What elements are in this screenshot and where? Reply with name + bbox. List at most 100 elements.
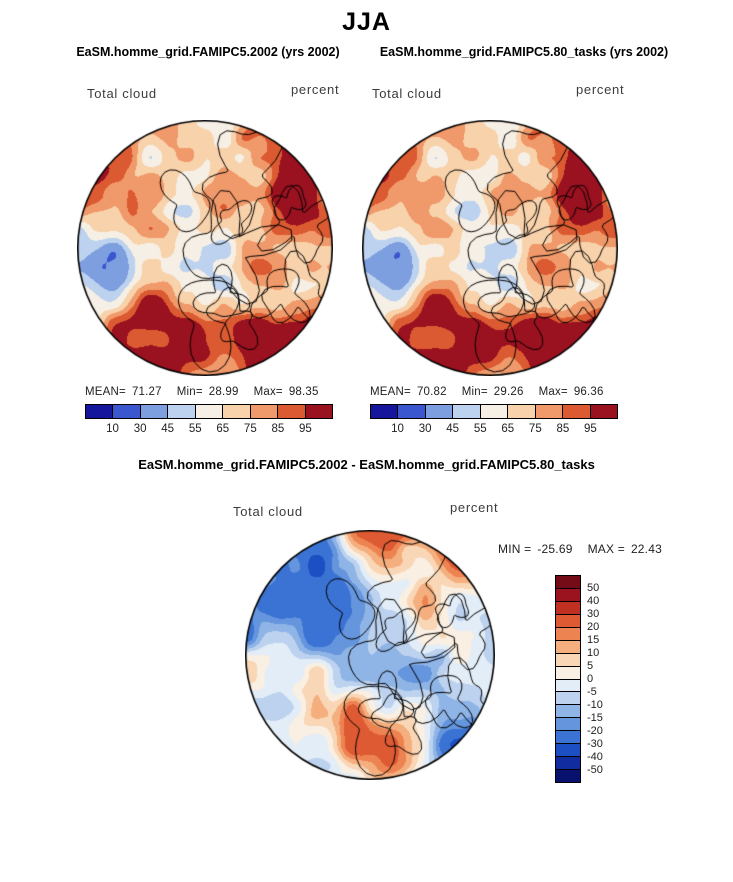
stat-mean-value: 71.27 (131, 386, 162, 398)
stat-max-label: Max= (538, 386, 568, 398)
colorbar-tick-labels: 10 30 45 55 65 75 85 95 (370, 423, 618, 437)
stats-line: MEAN= 71.27 Min= 28.99 Max= 98.35 (85, 386, 334, 398)
colorbar-tick-label: 30 (418, 423, 432, 435)
stat-min-label: Min= (461, 386, 488, 398)
colorbar-tick-label: 55 (188, 423, 202, 435)
colorbar-tick-label: 85 (271, 423, 285, 435)
colorbar-segment (250, 405, 279, 418)
panel-right-title: EaSM.homme_grid.FAMIPC5.80_tasks (yrs 20… (379, 45, 669, 59)
colorbar-tick-label: 10 (106, 423, 119, 435)
colorbar-tick-labels: 50 40 30 20 15 10 5 0 -5 -10 -15 -20 -30 -40 -50 (581, 575, 625, 783)
colorbar-segment (535, 405, 564, 418)
colorbar-tick-label: -10 (587, 699, 603, 711)
colorbar-segment (556, 640, 580, 654)
colorbar-tick-label: 85 (556, 423, 570, 435)
field-label: Total cloud (233, 504, 303, 519)
stat-min-value: 29.26 (493, 386, 524, 398)
colorbar-tick-labels: 10 30 45 55 65 75 85 95 (85, 423, 333, 437)
colorbar-tick-label: 50 (587, 582, 600, 594)
colorbar-tick-label: -30 (587, 738, 603, 750)
colorbar-tick-label: 20 (587, 621, 600, 633)
colorbar-segment (195, 405, 224, 418)
colorbar-segment (556, 770, 580, 782)
colorbar-horizontal (85, 404, 333, 419)
stat-mean-label: MEAN= (85, 386, 126, 398)
colorbar-tick-label: -40 (587, 751, 603, 763)
colorbar-tick-label: 75 (243, 423, 257, 435)
colorbar-segment (556, 653, 580, 667)
stat-min-value: 28.99 (208, 386, 239, 398)
colorbar-segment (86, 405, 114, 418)
colorbar-segment (508, 405, 536, 418)
colorbar-tick-label: -20 (587, 725, 603, 737)
diff-max-label: MAX = (587, 542, 625, 556)
stat-max-value: 96.36 (573, 386, 604, 398)
season-title: JJA (342, 8, 391, 36)
colorbar-segment (556, 718, 580, 732)
colorbar-segment (278, 405, 306, 418)
colorbar-tick-label: -5 (587, 686, 597, 698)
colorbar-segment (590, 405, 617, 418)
colorbar-tick-label: -50 (587, 764, 603, 776)
stats-line: MEAN= 70.82 Min= 29.26 Max= 96.36 (370, 386, 619, 398)
colorbar-tick-label: 30 (133, 423, 147, 435)
colorbar-segment (556, 705, 580, 719)
units-label: percent (291, 82, 340, 97)
diff-min-label: MIN = (498, 542, 532, 556)
stat-mean-value: 70.82 (416, 386, 447, 398)
units-label: percent (576, 82, 625, 97)
field-label: Total cloud (372, 86, 442, 101)
colorbar-segment (425, 405, 454, 418)
colorbar-segment (305, 405, 332, 418)
colorbar-segment (371, 405, 399, 418)
colorbar-tick-label: 65 (501, 423, 515, 435)
diff-min-value: -25.69 (537, 542, 573, 556)
stat-min-label: Min= (176, 386, 203, 398)
colorbar-segment (556, 576, 580, 589)
colorbar-segment (556, 601, 580, 615)
colorbar-segment (556, 744, 580, 758)
colorbar-segment (480, 405, 509, 418)
colorbar-segment (113, 405, 141, 418)
polar-map-difference (245, 530, 495, 780)
colorbar-tick-label: 30 (587, 608, 600, 620)
colorbar-segment (556, 757, 580, 771)
difference-title: EaSM.homme_grid.FAMIPC5.2002 - EaSM.homm… (138, 457, 595, 472)
colorbar-tick-label: 55 (473, 423, 487, 435)
units-label: percent (450, 500, 499, 515)
field-label: Total cloud (87, 86, 157, 101)
colorbar-tick-label: -15 (587, 712, 603, 724)
colorbar-segment (556, 627, 580, 641)
colorbar-tick-label: 95 (584, 423, 597, 435)
colorbar-segment (453, 405, 481, 418)
colorbar-tick-label: 10 (391, 423, 404, 435)
colorbar-vertical (555, 575, 581, 783)
colorbar-segment (556, 588, 580, 602)
colorbar-tick-label: 95 (299, 423, 312, 435)
diff-minmax-line: MIN = -25.69 MAX = 22.43 (498, 542, 677, 556)
colorbar-tick-label: 40 (587, 595, 600, 607)
colorbar-segment (140, 405, 169, 418)
colorbar-segment (556, 731, 580, 745)
polar-map-left (77, 120, 333, 376)
colorbar-segment (563, 405, 591, 418)
colorbar-tick-label: 5 (587, 660, 594, 672)
colorbar-segment (168, 405, 196, 418)
colorbar-segment (556, 666, 580, 680)
colorbar-segment (556, 679, 580, 693)
colorbar-segment (398, 405, 426, 418)
stat-max-value: 98.35 (288, 386, 319, 398)
polar-map-right (362, 120, 618, 376)
stat-mean-label: MEAN= (370, 386, 411, 398)
panel-left-title: EaSM.homme_grid.FAMIPC5.2002 (yrs 2002) (76, 45, 340, 59)
colorbar-segment (556, 692, 580, 706)
colorbar-tick-label: 65 (216, 423, 230, 435)
colorbar-tick-label: 10 (587, 647, 600, 659)
stat-max-label: Max= (253, 386, 283, 398)
diff-max-value: 22.43 (630, 542, 662, 556)
colorbar-segment (556, 614, 580, 628)
colorbar-tick-label: 45 (161, 423, 175, 435)
colorbar-tick-label: 0 (587, 673, 594, 685)
colorbar-tick-label: 45 (446, 423, 460, 435)
